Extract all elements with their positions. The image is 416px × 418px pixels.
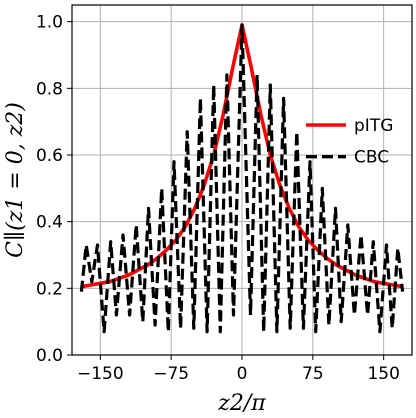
x-tick-label: 75 bbox=[302, 364, 324, 384]
y-tick-label: 0.4 bbox=[36, 213, 63, 233]
series-layer bbox=[79, 23, 405, 334]
y-tick-label: 0.6 bbox=[36, 146, 63, 166]
y-tick-label: 0.2 bbox=[36, 279, 63, 299]
legend-label-cbc: CBC bbox=[354, 148, 389, 168]
y-axis-label: C∥(z1 = 0, z2) bbox=[3, 102, 28, 258]
x-tick-label: −150 bbox=[77, 364, 124, 384]
x-tick-label: 150 bbox=[367, 364, 399, 384]
y-tick-label: 0.8 bbox=[36, 79, 63, 99]
ticks: −150 −75 0 75 150 0.0 0.2 0.4 0.6 0.8 1.0 bbox=[36, 13, 400, 384]
x-tick-label: 0 bbox=[237, 364, 248, 384]
legend: pITG CBC bbox=[306, 116, 393, 168]
x-axis-label: z2/π bbox=[217, 391, 266, 416]
y-tick-label: 1.0 bbox=[36, 13, 63, 33]
x-tick-label: −75 bbox=[153, 364, 189, 384]
y-tick-label: 0.0 bbox=[36, 346, 63, 366]
legend-label-pitg: pITG bbox=[354, 116, 393, 136]
series-line-cbc bbox=[79, 23, 405, 334]
